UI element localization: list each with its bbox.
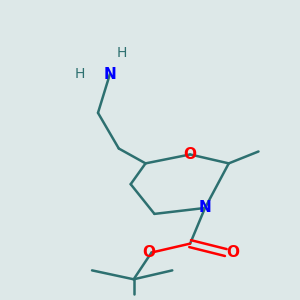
Text: H: H	[75, 67, 85, 81]
Text: N: N	[199, 200, 212, 215]
Text: N: N	[103, 67, 116, 82]
Text: O: O	[227, 245, 240, 260]
Text: O: O	[142, 245, 155, 260]
Text: H: H	[117, 46, 127, 60]
Text: O: O	[184, 147, 196, 162]
